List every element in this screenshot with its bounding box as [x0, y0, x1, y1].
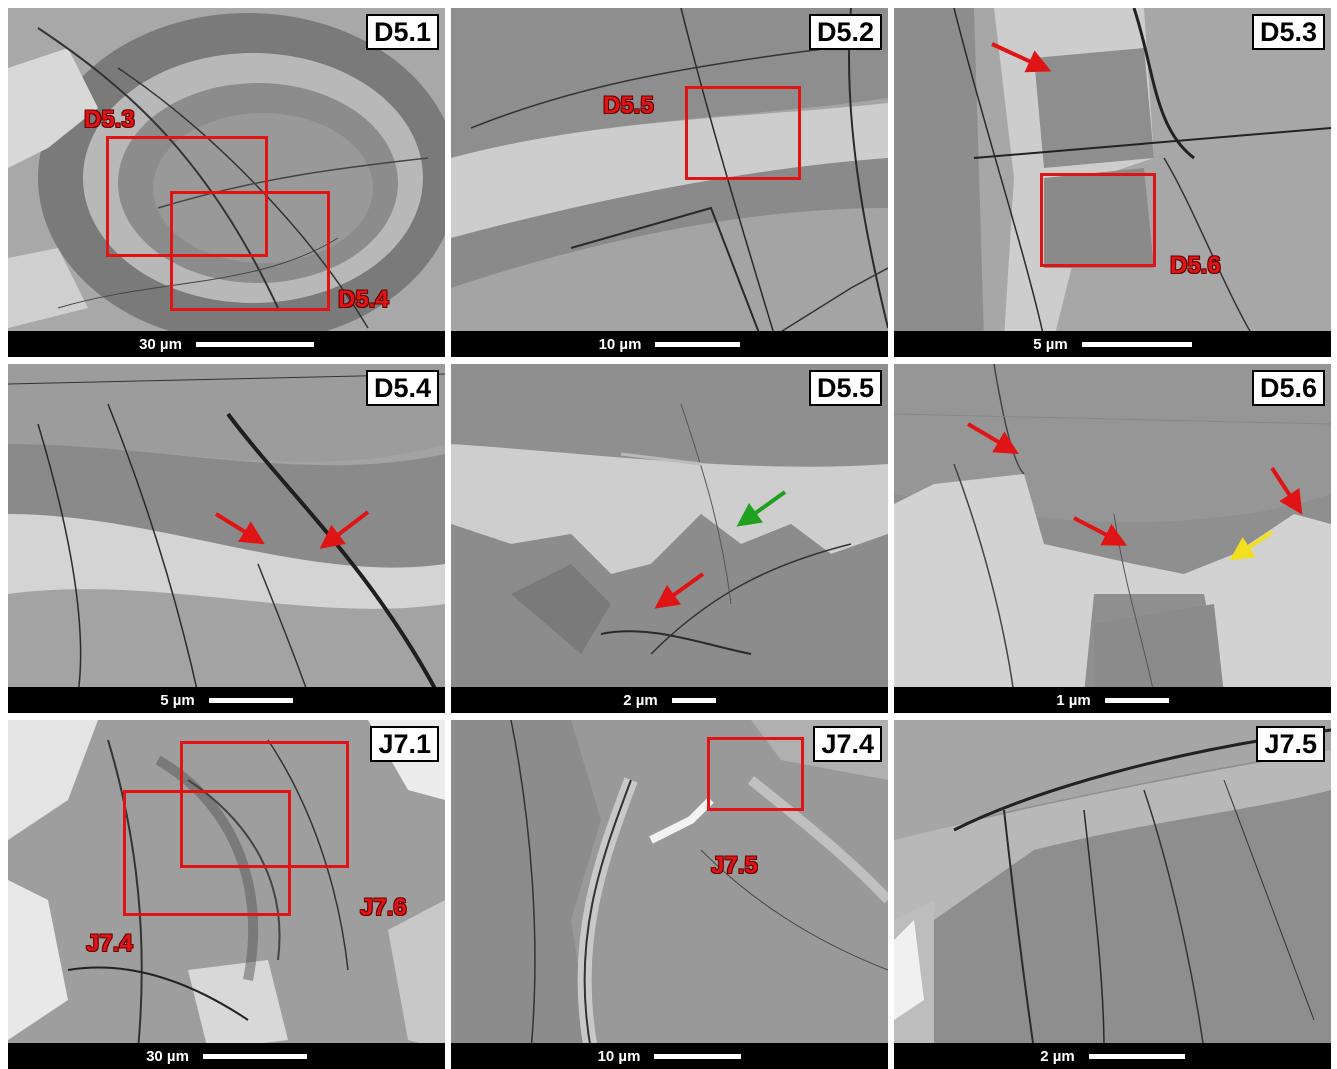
scale-bar-text: 2 µm [1040, 1047, 1075, 1065]
panel-d5-1: D5.3 D5.4 D5.1 30 µm [8, 8, 445, 357]
panel-d5-3: D5.6 D5.3 5 µm [894, 8, 1331, 357]
region-box-d5-6 [1040, 173, 1156, 267]
panel-d5-5: D5.5 2 µm [451, 364, 888, 713]
panel-id-label: D5.2 [808, 14, 882, 50]
region-label-d5-4: D5.4 [338, 286, 389, 313]
scale-bar-text: 30 µm [139, 335, 182, 353]
region-label-d5-6: D5.6 [1170, 252, 1221, 279]
region-label-d5-5: D5.5 [603, 92, 654, 119]
scale-bar: 10 µm [451, 1043, 888, 1069]
scale-bar-text: 5 µm [160, 691, 195, 709]
panel-j7-5: J7.5 2 µm [894, 720, 1331, 1069]
scale-bar-text: 1 µm [1056, 691, 1091, 709]
scale-bar: 5 µm [894, 331, 1331, 357]
sem-image [8, 364, 445, 713]
panel-id-label: D5.1 [365, 14, 439, 50]
scale-bar-line [1081, 341, 1192, 347]
panel-id-label: D5.6 [1251, 370, 1325, 406]
region-label-j7-4: J7.4 [86, 930, 133, 957]
sem-image [8, 720, 445, 1069]
scale-bar-line [1104, 697, 1169, 703]
panel-j7-1: J7.4 J7.6 J7.1 30 µm [8, 720, 445, 1069]
region-label-j7-6: J7.6 [360, 894, 407, 921]
scale-bar-line [654, 1053, 742, 1059]
scale-bar: 30 µm [8, 331, 445, 357]
scale-bar-text: 30 µm [146, 1047, 189, 1065]
region-label-j7-5: J7.5 [711, 852, 758, 879]
scale-bar: 30 µm [8, 1043, 445, 1069]
sem-image [451, 8, 888, 357]
scale-bar: 10 µm [451, 331, 888, 357]
panel-id-label: D5.5 [808, 370, 882, 406]
region-box-j7-6 [180, 741, 349, 868]
panel-id-label: J7.1 [370, 726, 439, 762]
sem-image [451, 364, 888, 713]
scale-bar: 1 µm [894, 687, 1331, 713]
scale-bar-line [1088, 1053, 1185, 1059]
region-box-j7-5 [707, 737, 804, 811]
panel-id-label: J7.5 [1256, 726, 1325, 762]
scale-bar-line [208, 697, 293, 703]
panel-d5-6: D5.6 1 µm [894, 364, 1331, 713]
panel-id-label: D5.4 [365, 370, 439, 406]
sem-image [894, 364, 1331, 713]
region-box-d5-3 [106, 136, 268, 257]
region-box-j7-4 [123, 790, 291, 916]
panel-d5-2: D5.5 D5.2 10 µm [451, 8, 888, 357]
scale-bar-text: 5 µm [1033, 335, 1068, 353]
region-box-d5-4 [170, 191, 330, 311]
sem-image [894, 8, 1331, 357]
panel-d5-4: D5.4 5 µm [8, 364, 445, 713]
panel-id-label: D5.3 [1251, 14, 1325, 50]
region-label-d5-3: D5.3 [84, 106, 135, 133]
scale-bar: 5 µm [8, 687, 445, 713]
sem-image [894, 720, 1331, 1069]
region-box-d5-5 [685, 86, 801, 180]
scale-bar-text: 2 µm [623, 691, 658, 709]
scale-bar: 2 µm [894, 1043, 1331, 1069]
scale-bar-line [202, 1053, 307, 1059]
scale-bar-text: 10 µm [598, 335, 642, 353]
panel-id-label: J7.4 [813, 726, 882, 762]
sem-image [451, 720, 888, 1069]
scale-bar-text: 10 µm [597, 1047, 641, 1065]
panel-j7-4: J7.5 J7.4 10 µm [451, 720, 888, 1069]
sem-image [8, 8, 445, 357]
scale-bar-line [655, 341, 741, 347]
scale-bar-line [195, 341, 314, 347]
scale-bar-line [671, 697, 716, 703]
scale-bar: 2 µm [451, 687, 888, 713]
